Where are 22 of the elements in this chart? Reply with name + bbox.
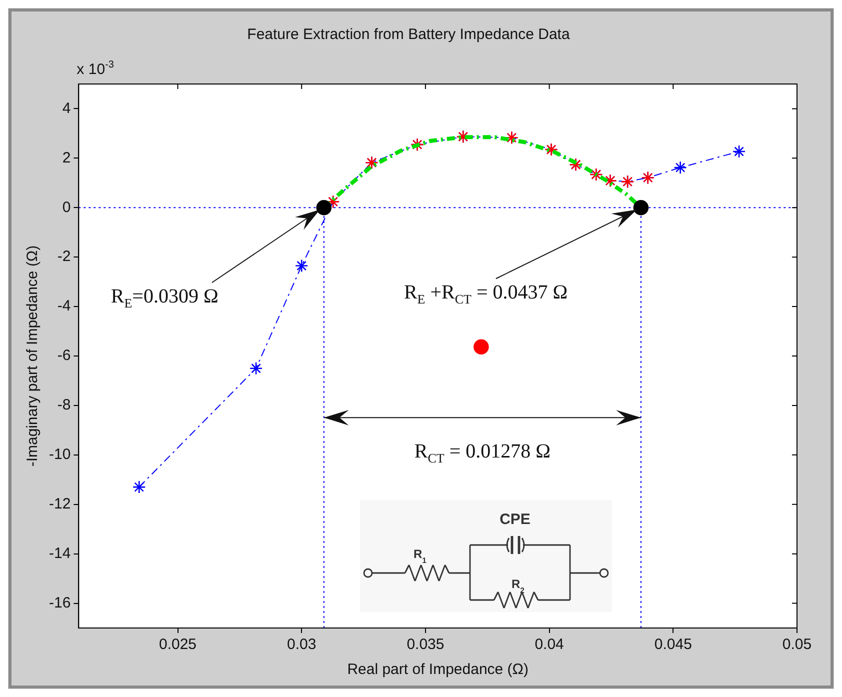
y-tick-label: 4 xyxy=(62,100,71,117)
y-tick-label: -4 xyxy=(57,298,71,315)
x-tick-label: 0.045 xyxy=(654,636,692,654)
x-axis-title: Real part of Impedance (Ω) xyxy=(347,661,528,678)
annotation: R$_{1}$ xyxy=(413,547,428,564)
x-tick-label: 0.05 xyxy=(782,636,812,654)
x-tick-label: 0.03 xyxy=(287,636,316,654)
y-axis-title: -Imaginary part of Impedance (Ω) xyxy=(24,245,42,467)
y-tick-label: -8 xyxy=(57,396,71,414)
chart-title: Feature Extraction from Battery Impedance Data xyxy=(247,26,570,44)
y-tick-label: -12 xyxy=(48,496,71,513)
y-tick-label: -14 xyxy=(48,544,71,562)
annotation: CPE xyxy=(500,511,530,528)
y-tick-label: -10 xyxy=(48,446,71,464)
x-tick-label: 0.025 xyxy=(158,636,197,654)
y-tick-label: -6 xyxy=(57,347,71,364)
x-tick-label: 0.035 xyxy=(406,636,444,654)
y-tick-label: 2 xyxy=(62,149,71,166)
x-tick-label: 0.04 xyxy=(534,636,564,654)
y-tick-label: 0 xyxy=(62,198,71,216)
y-tick-label: -2 xyxy=(57,248,71,266)
y-tick-label: -16 xyxy=(48,594,71,612)
